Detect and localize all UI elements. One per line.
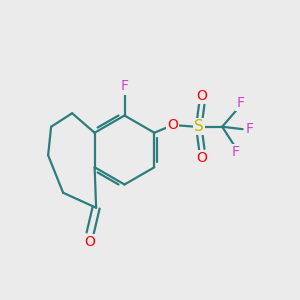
Text: O: O bbox=[196, 151, 207, 165]
Text: O: O bbox=[85, 235, 96, 249]
Text: F: F bbox=[236, 96, 244, 110]
Text: O: O bbox=[196, 89, 207, 103]
Text: F: F bbox=[246, 122, 254, 136]
Text: F: F bbox=[121, 80, 128, 93]
Text: F: F bbox=[232, 145, 240, 159]
Text: O: O bbox=[167, 118, 178, 132]
Text: S: S bbox=[194, 119, 204, 134]
